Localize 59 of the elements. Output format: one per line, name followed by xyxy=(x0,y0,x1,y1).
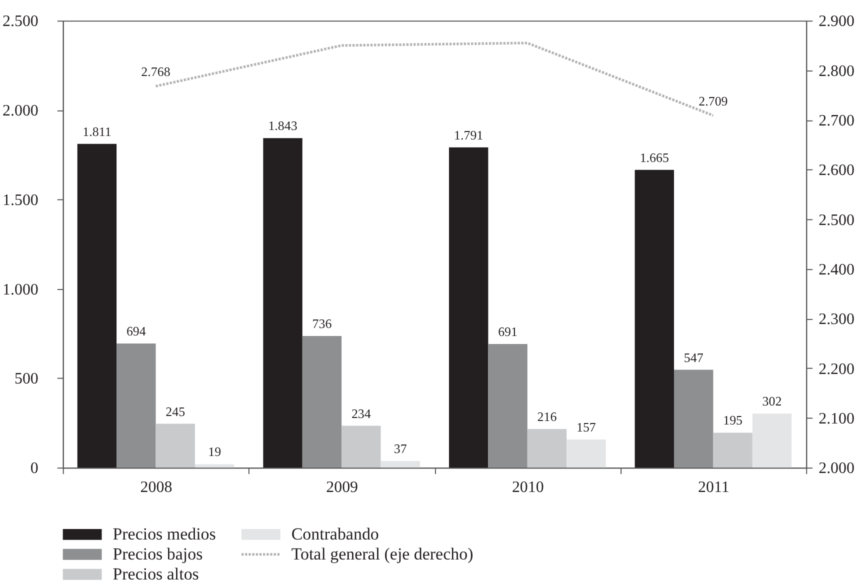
y2-tick-label: 2.400 xyxy=(818,261,855,278)
data-label: 547 xyxy=(684,350,704,365)
data-label: 1.665 xyxy=(640,150,669,165)
bar xyxy=(674,370,714,468)
bar xyxy=(713,432,752,468)
bar xyxy=(116,344,156,468)
data-label: 157 xyxy=(576,420,596,435)
bar xyxy=(566,440,606,468)
bar xyxy=(342,426,381,468)
y2-tick-label: 2.100 xyxy=(818,410,855,428)
bar xyxy=(77,144,117,468)
bar xyxy=(194,464,234,468)
legend-label: Total general (eje derecho) xyxy=(291,544,474,564)
bar xyxy=(448,147,488,468)
y2-tick-label: 2.800 xyxy=(818,62,855,80)
data-label: 19 xyxy=(208,444,222,460)
legend-label: Precios bajos xyxy=(112,544,203,564)
legend-label: Precios medios xyxy=(112,524,216,544)
y2-tick-label: 2.700 xyxy=(818,112,855,130)
data-label: 1.843 xyxy=(268,118,298,134)
y-tick-label: 1.000 xyxy=(2,281,38,298)
x-tick-label: 2010 xyxy=(512,479,544,496)
y-tick-label: 500 xyxy=(14,370,38,388)
y-tick-label: 2.500 xyxy=(2,13,38,30)
bar xyxy=(263,138,302,468)
data-label: 691 xyxy=(498,324,518,340)
x-tick-label: 2008 xyxy=(140,479,172,496)
y2-tick-label: 2.000 xyxy=(818,460,855,478)
data-label: 694 xyxy=(126,324,146,339)
data-label: 234 xyxy=(351,406,372,421)
y-tick-label: 0 xyxy=(30,460,38,478)
data-label: 1.791 xyxy=(454,127,484,142)
bar xyxy=(634,170,674,468)
data-label: 1.811 xyxy=(82,124,112,139)
data-label: 2.709 xyxy=(698,94,728,109)
bar xyxy=(488,344,528,468)
bar xyxy=(302,336,342,468)
legend-label: Precios altos xyxy=(112,564,199,582)
y2-tick-label: 2.300 xyxy=(818,311,855,328)
legend-label: Contrabando xyxy=(291,524,379,544)
data-label: 736 xyxy=(312,316,332,332)
data-label: 2.768 xyxy=(141,64,170,80)
x-tick-label: 2011 xyxy=(698,479,730,496)
y-tick-label: 2.000 xyxy=(2,102,38,120)
data-label: 245 xyxy=(166,404,186,419)
data-label: 302 xyxy=(762,394,782,409)
bar xyxy=(156,424,195,468)
bar xyxy=(380,460,420,468)
y2-tick-label: 2.500 xyxy=(818,212,855,229)
y-tick-label: 1.500 xyxy=(2,192,38,209)
data-label: 37 xyxy=(394,440,408,456)
data-label: 195 xyxy=(723,412,743,428)
y2-tick-label: 2.600 xyxy=(818,162,855,180)
x-tick-label: 2009 xyxy=(326,479,358,496)
y2-tick-label: 2.900 xyxy=(818,13,855,30)
bar xyxy=(527,428,567,468)
bar xyxy=(752,414,792,468)
y2-tick-label: 2.200 xyxy=(818,360,855,378)
data-label: 216 xyxy=(537,408,558,424)
